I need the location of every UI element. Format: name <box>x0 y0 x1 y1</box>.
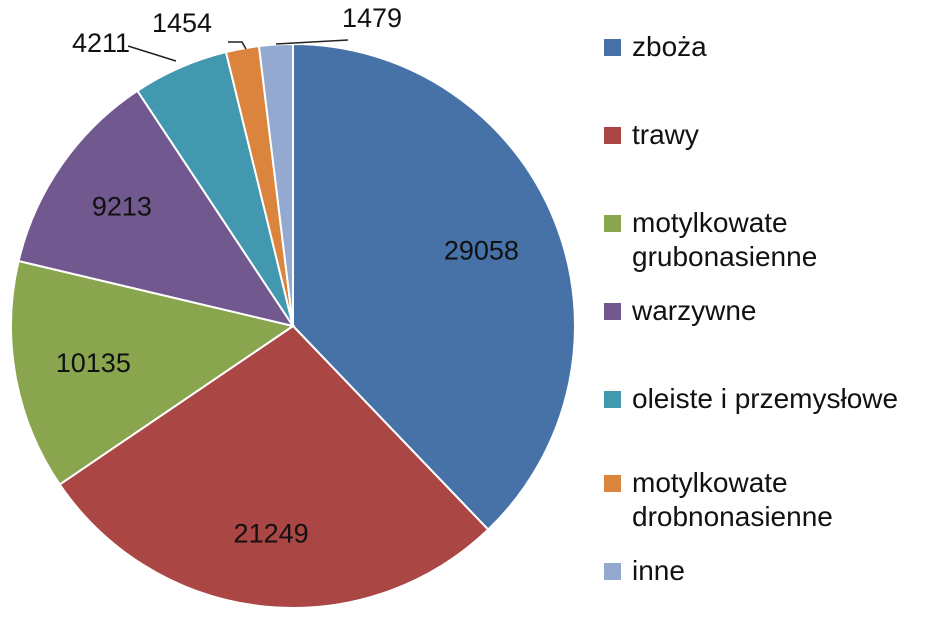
slice-zboza <box>292 42 576 531</box>
legend-swatch-zboza <box>604 39 621 56</box>
legend-label-motylkowate-drobnonasienne: motylkowate drobnonasienne <box>632 467 833 532</box>
legend-label-warzywne: warzywne <box>632 295 757 326</box>
data-label-trawy: 21249 <box>234 519 309 549</box>
data-label-zboza: 29058 <box>444 235 519 265</box>
legend-item-oleiste: oleiste i przemysłowe <box>604 382 898 416</box>
data-label-motylkowate-drobnonasienne: 1454 <box>152 8 212 38</box>
leader-line-motylkowate-drobnonasienne <box>228 41 247 50</box>
legend-label-trawy: trawy <box>632 119 699 150</box>
data-label-warzywne: 9213 <box>92 192 152 222</box>
legend-item-motylkowate-drobnonasienne: motylkowate drobnonasienne <box>604 466 833 534</box>
legend-swatch-warzywne <box>604 303 621 320</box>
leader-lines <box>127 39 349 62</box>
legend-swatch-motylkowate-drobnonasienne <box>604 475 621 492</box>
legend-label-zboza: zboża <box>632 31 707 62</box>
legend-item-motylkowate-grubonasienne: motylkowate grubonasienne <box>604 206 817 274</box>
legend-swatch-oleiste <box>604 391 621 408</box>
slice-trawy <box>58 324 490 609</box>
slice-motylkowate-grubonasienne <box>10 259 296 486</box>
pie-slices <box>10 42 576 609</box>
data-label-oleiste: 4211 <box>72 28 130 58</box>
legend-label-inne: inne <box>632 555 685 586</box>
legend-item-zboza: zboża <box>604 30 707 64</box>
leader-line-oleiste <box>127 45 177 62</box>
legend-item-trawy: trawy <box>604 118 699 152</box>
data-label-inne: 1479 <box>342 3 402 33</box>
slice-warzywne <box>17 89 296 328</box>
data-labels: 29058 21249 10135 9213 4211 1454 1479 <box>56 3 519 549</box>
legend-swatch-inne <box>604 563 621 580</box>
legend-label-motylkowate-grubonasienne: motylkowate grubonasienne <box>632 207 818 272</box>
legend-swatch-trawy <box>604 127 621 144</box>
leader-line-inne <box>275 39 349 45</box>
legend-item-warzywne: warzywne <box>604 294 756 328</box>
slice-inne <box>257 42 294 327</box>
legend-item-inne: inne <box>604 554 685 588</box>
legend-label-oleiste: oleiste i przemysłowe <box>632 383 899 414</box>
data-label-motylkowate-grubonasienne: 10135 <box>56 348 131 378</box>
pie-chart: 29058 21249 10135 9213 4211 1454 1479 <box>10 3 576 609</box>
legend-swatch-motylkowate-grubonasienne <box>604 215 621 232</box>
